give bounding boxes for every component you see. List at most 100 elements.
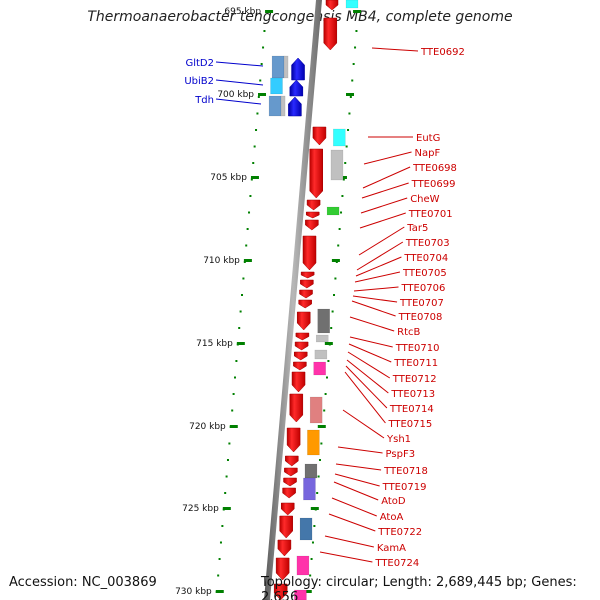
right-gene-label: TTE0715 (387, 419, 432, 430)
scale-label: 700 kbp (217, 90, 254, 100)
leader-line (334, 473, 380, 487)
right-gene-label: TTE0707 (399, 298, 444, 309)
cog-box (283, 55, 289, 79)
right-gene-label: NapF (415, 148, 441, 159)
cog-box (271, 55, 285, 79)
right-gene-label: TTE0718 (383, 466, 428, 477)
tick-dot (317, 475, 320, 478)
scale-mark (310, 507, 319, 510)
cog-box (317, 308, 330, 334)
tick-dot (349, 96, 352, 98)
scale-mark (324, 342, 333, 345)
reverse-gene-arrow (300, 271, 315, 279)
right-gene-label: TTE0701 (408, 209, 453, 220)
leader-line (355, 256, 402, 277)
leader-line (331, 497, 377, 517)
scale-mark (265, 10, 274, 13)
right-gene-label: EutG (416, 133, 440, 144)
tick-dot (263, 30, 266, 32)
scale-mark (303, 590, 312, 593)
tick-dot (325, 376, 328, 379)
leader-line (335, 463, 382, 471)
reverse-gene-arrow (325, 0, 339, 11)
leader-line (371, 47, 419, 52)
right-gene-labels: TTE0692 EutG NapF TTE0698 TTE0699 CheW TTE0701… (374, 47, 464, 569)
tick-dot (333, 294, 336, 296)
forward-gene-arrow (291, 57, 305, 81)
cog-box (345, 0, 359, 9)
reverse-gene-arrow (283, 477, 297, 487)
reverse-gene-arrow (285, 455, 299, 467)
tick-dot (241, 294, 244, 296)
leader-line (356, 241, 404, 271)
forward-gene-arrow (288, 96, 302, 117)
tick-dot (341, 195, 344, 197)
scale-label: 730 kbp (175, 587, 212, 597)
scale-label: 715 kbp (196, 339, 233, 349)
scale-label: 695 kbp (224, 7, 261, 17)
leader-line (328, 513, 376, 532)
right-gene-label: TTE0713 (390, 389, 435, 400)
right-gene-label: AtoD (381, 496, 406, 507)
reverse-gene-arrow (289, 393, 304, 423)
tick-dot (318, 459, 321, 461)
tick-dot (225, 475, 228, 478)
tick-dot (342, 178, 345, 181)
gene-features (268, 0, 359, 600)
right-gene-label: TTE0705 (402, 268, 447, 279)
reverse-gene-arrow (305, 211, 320, 219)
tick-dot (231, 409, 234, 412)
cog-box (309, 396, 323, 424)
right-gene-label: TTE0692 (420, 47, 465, 58)
leader-line (359, 212, 406, 229)
tick-dot (324, 393, 327, 395)
cog-box (299, 517, 313, 541)
tick-dot (252, 162, 255, 164)
reverse-gene-arrow (293, 361, 307, 371)
right-gene-label: RtcB (397, 327, 420, 338)
leader-line (319, 551, 373, 563)
cog-box (303, 477, 316, 501)
leader-line (351, 300, 396, 317)
leader-line (349, 316, 395, 332)
tick-dot (316, 492, 319, 494)
left-gene-label: UbiB2 (184, 76, 214, 87)
reverse-gene-arrow (306, 199, 321, 211)
reverse-gene-arrow (300, 279, 314, 289)
topology-text: Topology: circular; Length: 2,689,445 bp… (261, 575, 577, 600)
tick-dot (249, 195, 252, 197)
leader-line (360, 197, 408, 214)
reverse-gene-arrow (273, 583, 288, 600)
right-gene-label: TTE0710 (395, 343, 440, 354)
tick-dot (250, 178, 253, 181)
reverse-gene-arrow (296, 311, 311, 331)
scale-labels: 695 kbp 700 kbp 705 kbp 710 kbp 715 kbp 720 k… (175, 7, 362, 597)
cog-box (330, 149, 344, 181)
tick-dot (262, 46, 265, 49)
reverse-gene-arrow (284, 467, 298, 477)
tick-dot (246, 228, 249, 230)
leader-line (358, 226, 405, 256)
tick-dot (238, 327, 241, 329)
right-gene-label: TTE0712 (392, 374, 437, 385)
genome-backbone (264, 0, 322, 600)
scale-label: 725 kbp (182, 504, 219, 514)
leader-line (363, 151, 412, 165)
reverse-gene-arrow (299, 289, 313, 299)
right-gene-label: Tar5 (406, 223, 428, 234)
right-gene-label: TTE0724 (374, 558, 419, 569)
tick-dot (245, 244, 248, 247)
tick-dot (233, 376, 236, 379)
tick-dot (334, 277, 337, 280)
reverse-gene-arrow (312, 126, 327, 146)
cog-box (307, 429, 320, 456)
tick-dot (248, 211, 251, 214)
tick-dot (257, 96, 260, 98)
tick-dot (255, 129, 258, 131)
leader-line (346, 359, 389, 394)
cog-box (313, 361, 326, 376)
tick-dot (239, 310, 242, 313)
cog-box (280, 95, 286, 117)
leader-line (353, 286, 399, 292)
right-gene-label: TTE0703 (405, 238, 450, 249)
